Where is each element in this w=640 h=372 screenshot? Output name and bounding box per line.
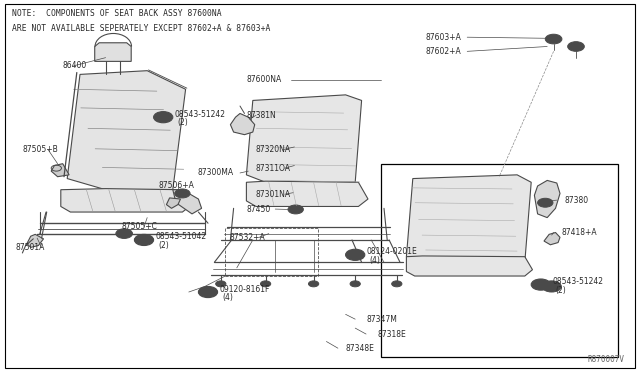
Text: 87300MA: 87300MA — [197, 169, 233, 177]
Circle shape — [216, 281, 226, 287]
Polygon shape — [166, 198, 180, 208]
Polygon shape — [544, 232, 560, 245]
Bar — [381, 164, 618, 357]
Text: NOTE:  COMPONENTS OF SEAT BACK ASSY 87600NA: NOTE: COMPONENTS OF SEAT BACK ASSY 87600… — [12, 9, 221, 18]
Text: S: S — [141, 237, 147, 243]
Polygon shape — [173, 190, 202, 214]
Circle shape — [550, 37, 557, 41]
Text: 86400: 86400 — [63, 61, 87, 70]
Text: (4): (4) — [222, 293, 233, 302]
Text: 09120-8161F: 09120-8161F — [220, 285, 270, 294]
Text: 87320NA: 87320NA — [256, 145, 291, 154]
Text: 87501A: 87501A — [16, 243, 45, 252]
Circle shape — [542, 281, 561, 292]
Circle shape — [392, 281, 402, 287]
Text: 87506+A: 87506+A — [159, 182, 195, 190]
Polygon shape — [246, 95, 362, 182]
Polygon shape — [406, 175, 531, 262]
Circle shape — [350, 281, 360, 287]
Text: 87602+A: 87602+A — [426, 47, 461, 56]
Text: R870007V: R870007V — [587, 355, 624, 364]
Text: 87532+A: 87532+A — [229, 233, 265, 242]
Circle shape — [175, 189, 190, 198]
Text: 87603+A: 87603+A — [426, 33, 461, 42]
Text: 87347M: 87347M — [367, 315, 397, 324]
Circle shape — [568, 42, 584, 51]
Circle shape — [154, 112, 173, 123]
Text: 87301NA: 87301NA — [256, 190, 291, 199]
Text: ARE NOT AVAILABLE SEPERATELY EXCEPT 87602+A & 87603+A: ARE NOT AVAILABLE SEPERATELY EXCEPT 8760… — [12, 24, 270, 33]
Text: 87505+C: 87505+C — [122, 222, 157, 231]
Circle shape — [198, 286, 218, 298]
Text: (4): (4) — [369, 256, 380, 265]
Polygon shape — [230, 113, 255, 135]
Text: S: S — [538, 282, 543, 287]
Text: 87380: 87380 — [564, 196, 589, 205]
Circle shape — [572, 44, 580, 49]
Circle shape — [288, 205, 303, 214]
Text: S: S — [161, 115, 166, 120]
Text: 08543-51042: 08543-51042 — [156, 232, 207, 241]
Text: 87348E: 87348E — [346, 344, 374, 353]
Circle shape — [346, 249, 365, 260]
Polygon shape — [246, 181, 368, 206]
Text: 08543-51242: 08543-51242 — [175, 110, 226, 119]
Text: 08543-51242: 08543-51242 — [552, 277, 604, 286]
Bar — [225, 228, 318, 276]
Text: B: B — [353, 252, 358, 257]
Polygon shape — [51, 164, 69, 177]
Text: 87600NA: 87600NA — [246, 76, 282, 84]
Polygon shape — [61, 189, 192, 212]
Polygon shape — [67, 71, 186, 190]
Polygon shape — [95, 43, 131, 61]
Circle shape — [116, 229, 132, 238]
Circle shape — [538, 198, 553, 207]
Text: 87311OA: 87311OA — [256, 164, 291, 173]
Text: 87381N: 87381N — [246, 111, 276, 120]
Circle shape — [531, 279, 550, 290]
Polygon shape — [406, 256, 532, 276]
Circle shape — [260, 281, 271, 287]
Text: 87418+A: 87418+A — [561, 228, 597, 237]
Text: (2): (2) — [555, 286, 566, 295]
Circle shape — [545, 34, 562, 44]
Text: 08124-0201E: 08124-0201E — [367, 247, 417, 256]
Text: 87505+B: 87505+B — [22, 145, 58, 154]
Text: 87450: 87450 — [246, 205, 271, 214]
Circle shape — [547, 284, 556, 289]
Text: B: B — [205, 289, 211, 295]
Text: (2): (2) — [177, 118, 188, 127]
Polygon shape — [534, 180, 560, 218]
Text: (2): (2) — [158, 241, 169, 250]
Text: 87318E: 87318E — [378, 330, 406, 339]
Polygon shape — [27, 234, 44, 247]
Circle shape — [308, 281, 319, 287]
Circle shape — [134, 234, 154, 246]
